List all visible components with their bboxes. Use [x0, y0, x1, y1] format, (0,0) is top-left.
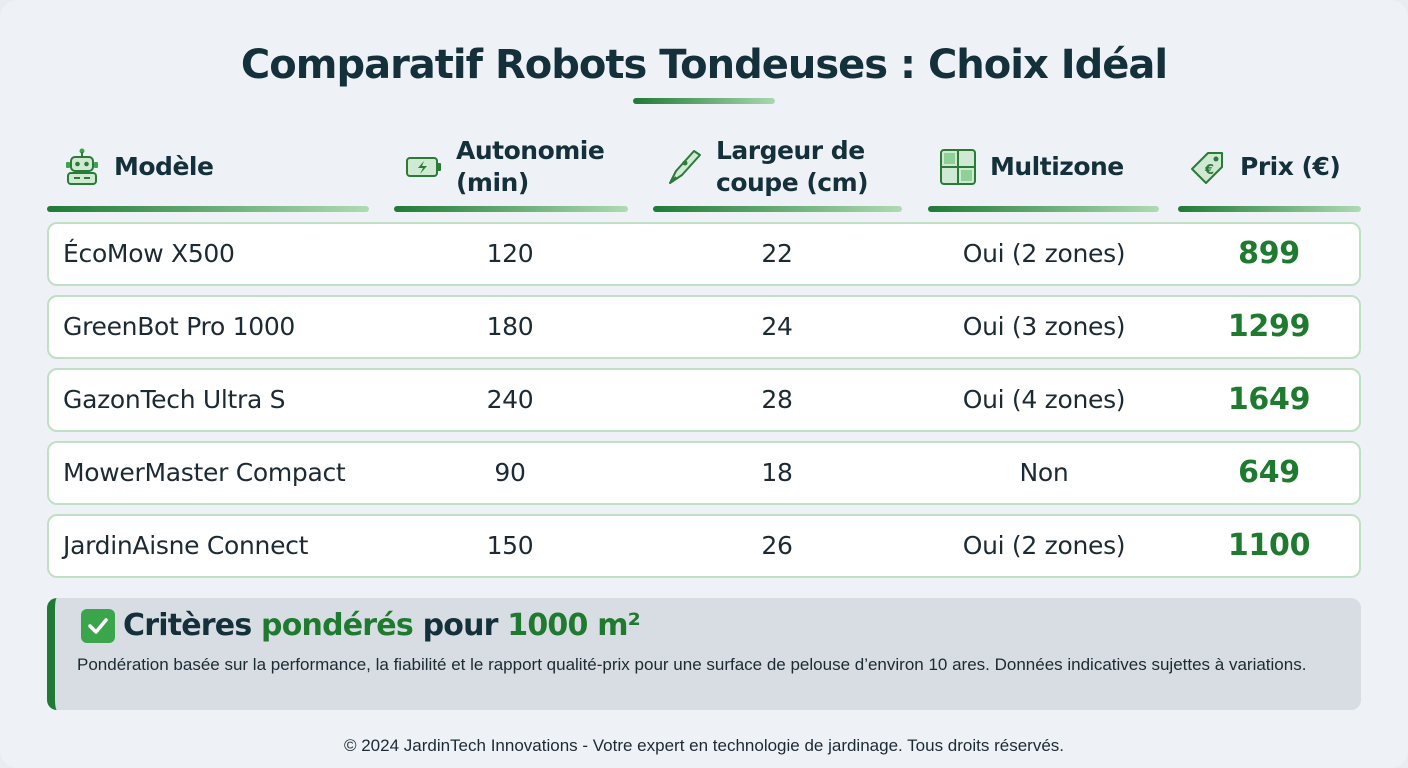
- header-model-bar: [47, 206, 369, 212]
- header-autonomy-bar: [394, 206, 628, 212]
- cell-width: 18: [761, 458, 793, 487]
- cell-model: ÉcoMow X500: [63, 239, 235, 268]
- cell-autonomy: 90: [494, 458, 526, 487]
- page-title: Comparatif Robots Tondeuses : Choix Idéa…: [240, 42, 1168, 88]
- criteria-title: Critères pondérés pour 1000 m²: [81, 608, 641, 643]
- header-price-label: Prix (€): [1240, 152, 1341, 181]
- cell-price: 1100: [1227, 528, 1311, 563]
- table-row: JardinAisne Connect 150 26 Oui (2 zones)…: [47, 514, 1361, 578]
- zones-map-icon: [936, 145, 980, 189]
- cell-width: 26: [761, 531, 793, 560]
- header-price-bar: [1178, 206, 1361, 212]
- cell-price: 899: [1238, 236, 1300, 271]
- svg-text:€: €: [1204, 163, 1214, 178]
- cell-multizone: Oui (4 zones): [962, 385, 1126, 414]
- cell-model: GreenBot Pro 1000: [63, 312, 296, 341]
- header-width-line2: coupe (cm): [716, 168, 869, 197]
- cell-autonomy: 180: [486, 312, 534, 341]
- cell-autonomy: 150: [486, 531, 534, 560]
- blade-icon: [662, 145, 706, 189]
- header-multizone-label: Multizone: [990, 152, 1124, 181]
- cell-width: 22: [761, 239, 793, 268]
- header-multizone: Multizone: [936, 132, 1124, 202]
- footer-copyright: © 2024 JardinTech Innovations - Votre ex…: [343, 736, 1065, 755]
- robot-icon: [60, 145, 104, 189]
- table-row: GazonTech Ultra S 240 28 Oui (4 zones) 1…: [47, 368, 1361, 432]
- criteria-title-part3: pour: [422, 608, 499, 643]
- cell-multizone: Oui (3 zones): [962, 312, 1126, 341]
- cell-price: 1649: [1227, 382, 1311, 417]
- cell-multizone: Oui (2 zones): [962, 239, 1126, 268]
- table-row: GreenBot Pro 1000 180 24 Oui (3 zones) 1…: [47, 295, 1361, 359]
- cell-model: JardinAisne Connect: [63, 531, 309, 560]
- title-underline: [633, 98, 775, 104]
- table-row: MowerMaster Compact 90 18 Non 649: [47, 441, 1361, 505]
- header-width-line1: Largeur de: [716, 136, 865, 165]
- battery-icon: [402, 145, 446, 189]
- criteria-title-part1: Critères: [123, 608, 252, 643]
- cell-multizone: Non: [1019, 458, 1069, 487]
- header-autonomy-line2: (min): [456, 168, 529, 197]
- criteria-panel: Critères pondérés pour 1000 m² Pondérati…: [47, 598, 1361, 710]
- cell-price: 649: [1238, 455, 1300, 490]
- cell-price: 1299: [1227, 309, 1311, 344]
- cell-width: 28: [761, 385, 793, 414]
- header-multizone-bar: [928, 206, 1159, 212]
- header-width: Largeur de coupe (cm): [662, 132, 869, 202]
- header-width-bar: [653, 206, 902, 212]
- cell-model: MowerMaster Compact: [63, 458, 346, 487]
- cell-autonomy: 240: [486, 385, 534, 414]
- criteria-title-part2: pondérés: [261, 608, 414, 643]
- header-price: € Prix (€): [1186, 132, 1341, 202]
- cell-autonomy: 120: [486, 239, 534, 268]
- cell-model: GazonTech Ultra S: [63, 385, 286, 414]
- header-model: Modèle: [60, 132, 214, 202]
- table-row: ÉcoMow X500 120 22 Oui (2 zones) 899: [47, 222, 1361, 286]
- cell-width: 24: [761, 312, 793, 341]
- price-tag-icon: €: [1186, 145, 1230, 189]
- header-autonomy: Autonomie (min): [402, 132, 605, 202]
- cell-multizone: Oui (2 zones): [962, 531, 1126, 560]
- check-icon: [81, 608, 115, 643]
- header-autonomy-line1: Autonomie: [456, 136, 605, 165]
- criteria-description: Pondération basée sur la performance, la…: [77, 655, 1307, 674]
- header-model-label: Modèle: [114, 152, 214, 181]
- criteria-title-part4: 1000 m²: [507, 608, 641, 643]
